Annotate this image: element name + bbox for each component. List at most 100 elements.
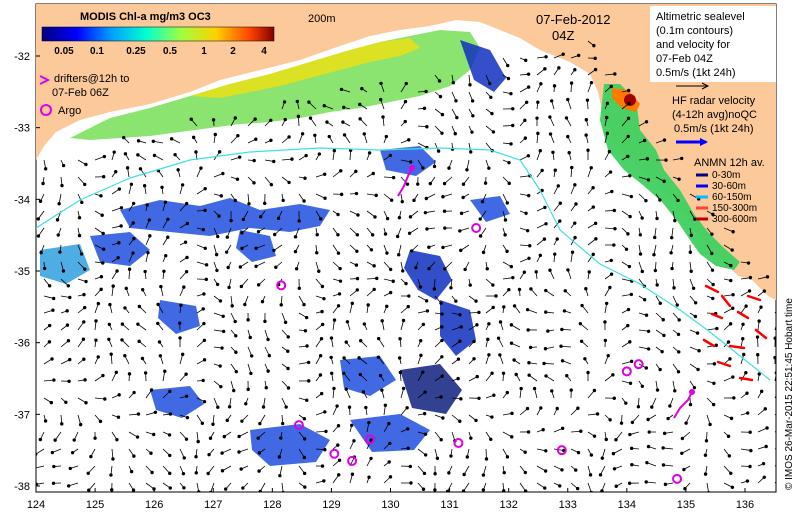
velocity-arrow-head bbox=[675, 303, 679, 307]
velocity-arrow-head bbox=[364, 405, 368, 410]
velocity-arrow-head bbox=[591, 186, 595, 190]
velocity-arrow-head bbox=[315, 233, 319, 237]
velocity-arrow-head bbox=[256, 283, 261, 287]
velocity-arrow-head bbox=[256, 229, 261, 234]
velocity-arrow-head bbox=[670, 266, 674, 271]
velocity-arrow-head bbox=[762, 475, 766, 479]
velocity-arrow-head bbox=[60, 422, 64, 426]
velocity-arrow-head bbox=[612, 396, 616, 400]
velocity-arrow-head bbox=[731, 306, 735, 310]
velocity-arrow-head bbox=[439, 395, 443, 399]
velocity-arrow-head bbox=[256, 436, 260, 440]
velocity-arrow-head bbox=[552, 84, 557, 88]
velocity-arrow-head bbox=[221, 329, 226, 334]
velocity-arrow-head bbox=[219, 384, 223, 389]
velocity-arrow-head bbox=[726, 340, 731, 344]
velocity-arrow-head bbox=[627, 264, 632, 269]
velocity-arrow-head bbox=[605, 131, 610, 136]
velocity-arrow-head bbox=[376, 355, 381, 359]
velocity-arrow-head bbox=[481, 488, 486, 492]
velocity-arrow-head bbox=[99, 287, 103, 292]
velocity-arrow-head bbox=[593, 56, 597, 61]
velocity-arrow-head bbox=[532, 386, 537, 391]
velocity-arrow-head bbox=[158, 354, 163, 358]
velocity-arrow-head bbox=[626, 116, 631, 121]
velocity-arrow-head bbox=[145, 203, 149, 207]
velocity-arrow-head bbox=[525, 228, 530, 233]
velocity-arrow-head bbox=[526, 72, 531, 76]
velocity-arrow-head bbox=[422, 411, 427, 416]
velocity-arrow-head bbox=[589, 166, 593, 170]
velocity-arrow-head bbox=[109, 473, 113, 477]
velocity-arrow-head bbox=[509, 264, 514, 269]
velocity-arrow-head bbox=[378, 373, 383, 378]
velocity-arrow-head bbox=[523, 118, 527, 123]
x-tick-label: 128 bbox=[263, 499, 281, 511]
velocity-arrow-head bbox=[645, 460, 649, 465]
velocity-arrow-head bbox=[459, 397, 463, 401]
velocity-arrow-head bbox=[208, 436, 213, 440]
velocity-arrow-head bbox=[243, 302, 247, 307]
velocity-arrow-head bbox=[548, 115, 552, 119]
velocity-arrow-head bbox=[422, 106, 427, 111]
velocity-arrow-head bbox=[636, 404, 641, 409]
velocity-arrow-head bbox=[388, 153, 393, 158]
velocity-arrow-head bbox=[322, 479, 326, 483]
velocity-arrow-head bbox=[96, 355, 100, 359]
velocity-arrow-head bbox=[163, 200, 168, 204]
velocity-arrow-head bbox=[238, 265, 243, 269]
velocity-arrow-head bbox=[237, 434, 241, 439]
velocity-arrow-head bbox=[512, 358, 516, 362]
velocity-arrow-head bbox=[322, 296, 326, 301]
velocity-arrow-head bbox=[749, 448, 753, 453]
velocity-arrow-head bbox=[440, 131, 444, 135]
velocity-arrow-head bbox=[548, 132, 553, 136]
velocity-arrow-head bbox=[52, 464, 56, 469]
velocity-arrow-head bbox=[534, 270, 538, 274]
colorbar-tick: 0.1 bbox=[90, 46, 104, 57]
velocity-arrow-head bbox=[136, 412, 141, 416]
velocity-arrow-head bbox=[70, 450, 75, 455]
y-axis: -32 -33 -34 -35 -36 -37 -38 bbox=[14, 51, 40, 493]
x-tick-label: 136 bbox=[736, 499, 754, 511]
velocity-arrow-head bbox=[369, 456, 373, 461]
velocity-arrow-head bbox=[152, 432, 156, 437]
velocity-arrow-head bbox=[99, 194, 103, 198]
velocity-arrow-head bbox=[237, 155, 242, 159]
velocity-arrow-head bbox=[680, 436, 685, 441]
velocity-arrow-head bbox=[589, 490, 593, 492]
velocity-arrow-head bbox=[79, 252, 84, 256]
velocity-arrow-head bbox=[680, 451, 684, 455]
velocity-arrow-head bbox=[471, 114, 475, 118]
velocity-arrow-head bbox=[166, 217, 170, 221]
velocity-arrow-head bbox=[137, 304, 142, 309]
velocity-arrow-head bbox=[86, 471, 90, 475]
velocity-arrow-head bbox=[302, 455, 307, 460]
velocity-arrow-head bbox=[762, 289, 767, 293]
velocity-arrow-head bbox=[184, 372, 188, 376]
velocity-arrow-head bbox=[550, 389, 554, 393]
velocity-arrow-head bbox=[566, 134, 570, 139]
velocity-arrow-head bbox=[332, 386, 336, 391]
velocity-arrow-head bbox=[543, 205, 547, 210]
velocity-arrow-head bbox=[344, 387, 348, 391]
velocity-arrow-head bbox=[166, 235, 170, 239]
velocity-arrow-head bbox=[592, 434, 597, 438]
velocity-arrow-head bbox=[36, 467, 37, 470]
velocity-arrow-head bbox=[511, 123, 515, 128]
velocity-arrow-head bbox=[658, 367, 662, 372]
velocity-arrow-head bbox=[684, 421, 688, 425]
velocity-arrow-head bbox=[638, 252, 643, 256]
velocity-arrow-head bbox=[302, 302, 306, 307]
velocity-arrow-head bbox=[335, 404, 339, 408]
velocity-arrow-head bbox=[488, 81, 492, 86]
velocity-arrow-head bbox=[730, 485, 735, 489]
velocity-arrow-head bbox=[759, 389, 764, 394]
velocity-arrow-head bbox=[305, 398, 309, 402]
velocity-arrow-head bbox=[731, 375, 735, 379]
velocity-arrow-head bbox=[728, 322, 733, 326]
velocity-arrow-head bbox=[662, 138, 667, 142]
velocity-arrow-head bbox=[524, 211, 528, 215]
velocity-arrow-head bbox=[323, 447, 327, 452]
velocity-arrow-head bbox=[397, 215, 402, 220]
